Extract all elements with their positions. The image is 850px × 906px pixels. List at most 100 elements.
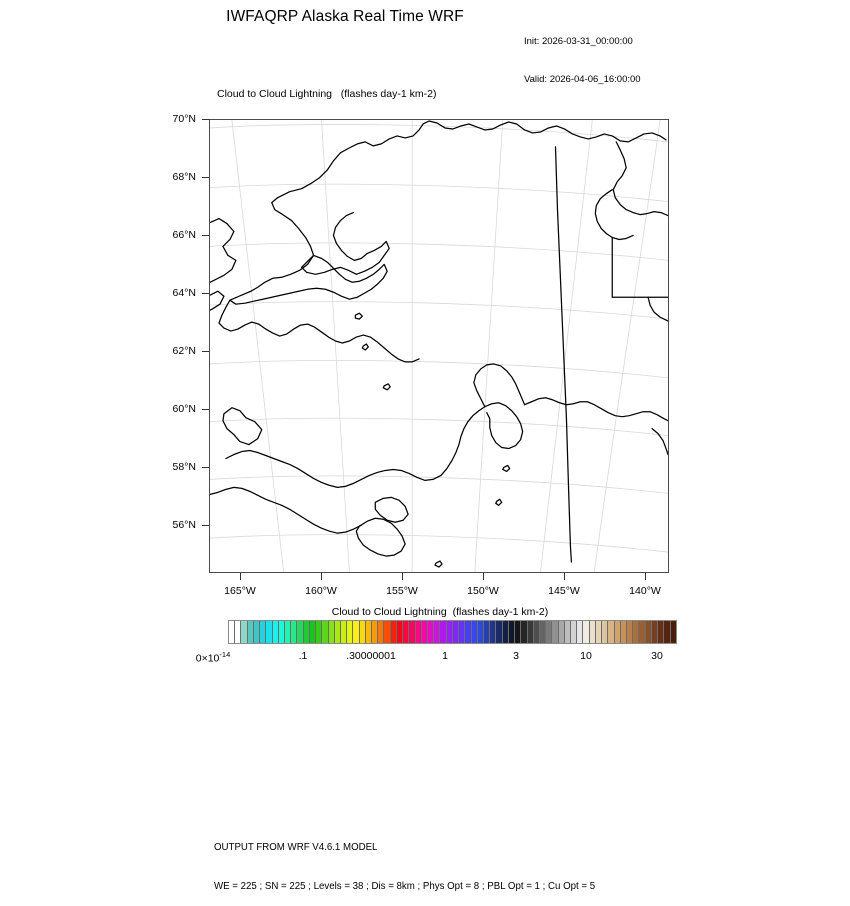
colorbar-swatch [471,621,478,643]
colorbar-swatch [384,621,391,643]
ytick-label-62n: 62°N [172,345,196,357]
ytick-mark [202,409,209,410]
colorbar-swatch [496,621,503,643]
colorbar-label-3: 1 [442,650,448,662]
colorbar-swatch [595,621,603,643]
colorbar-swatch [372,621,379,643]
xtick-label-155w: 155°W [386,585,418,597]
colorbar-swatch [670,621,676,643]
colorbar-swatch [284,621,292,643]
colorbar-swatch [328,621,335,643]
footer-line-2: WE = 225 ; SN = 225 ; Levels = 38 ; Dis … [214,881,596,892]
colorbar-label-0-text: 0×10 [195,652,220,665]
colorbar-swatch [608,621,615,643]
colorbar-swatch [614,621,621,643]
footer-line-1: OUTPUT FROM WRF V4.6.1 MODEL [214,842,378,853]
init-valid-times: Init: 2026-03-31_00:00:00 Valid: 2026-04… [524,11,641,99]
colorbar-swatch [266,621,273,643]
colorbar-swatch [241,621,248,643]
colorbar-swatch [428,621,435,643]
colorbar-swatch [577,621,584,643]
colorbar-swatch [446,621,453,643]
colorbar-swatch [316,621,323,643]
colorbar-label-4: 3 [513,650,519,662]
map-plot-area [209,119,669,573]
xtick-label-160w: 160°W [305,585,337,597]
colorbar-swatch [378,621,385,643]
ytick-mark [202,351,209,352]
init-time-label: Init: 2026-03-31_00:00:00 [524,36,633,47]
colorbar-swatch [347,621,354,643]
colorbar-swatch [353,621,360,643]
colorbar-swatch [508,621,516,643]
colorbar-swatch [253,621,261,643]
colorbar-label-1: .1 [298,650,308,662]
colorbar-label-5: 10 [580,650,592,662]
panel-title: Cloud to Cloud Lightning (flashes day-1 … [217,88,437,100]
ytick-mark [202,467,209,468]
colorbar-swatch [365,621,373,643]
colorbar-swatch [627,621,634,643]
xtick-mark [564,573,565,580]
colorbar-swatch [651,621,659,643]
colorbar-swatch [602,621,609,643]
colorbar-title: Cloud to Cloud Lightning (flashes day-1 … [331,606,549,618]
ytick-mark [202,119,209,120]
colorbar-swatch [620,621,627,643]
ytick-label-64n: 64°N [172,287,196,299]
colorbar-swatch [452,621,460,643]
colorbar-swatch [297,621,304,643]
page-title: IWFAQRP Alaska Real Time WRF [226,8,464,25]
colorbar-swatch [583,621,590,643]
colorbar-swatch [515,621,522,643]
xtick-mark [645,573,646,580]
colorbar-swatch [434,621,441,643]
ytick-label-60n: 60°N [172,403,196,415]
colorbar-swatch [658,621,665,643]
colorbar-swatch [490,621,497,643]
ytick-label-70n: 70°N [172,113,196,125]
coastlines [210,120,668,568]
colorbar-swatch [552,621,559,643]
colorbar-label-0: 0×10-14 [168,650,258,665]
colorbar-label-6: 30 [651,650,663,662]
colorbar-swatch [421,621,428,643]
colorbar-swatch [260,621,267,643]
colorbar[interactable] [228,620,677,644]
xtick-mark [321,573,322,580]
colorbar-swatch [229,621,236,643]
colorbar-swatch [477,621,484,643]
colorbar-swatch [521,621,528,643]
ytick-label-66n: 66°N [172,229,196,241]
colorbar-swatch [633,621,640,643]
ytick-mark [202,235,209,236]
colorbar-swatch [390,621,397,643]
ytick-mark [202,525,209,526]
colorbar-swatch [502,621,509,643]
colorbar-swatch [303,621,310,643]
xtick-label-165w: 165°W [224,585,256,597]
colorbar-swatch [340,621,348,643]
colorbar-swatch [639,621,646,643]
colorbar-swatch [396,621,404,643]
colorbar-swatch [322,621,329,643]
colorbar-swatch [539,621,547,643]
colorbar-label-0-exponent: -14 [219,650,231,659]
xtick-mark [240,573,241,580]
colorbar-swatch [564,621,572,643]
colorbar-swatch [589,621,596,643]
colorbar-swatch [546,621,553,643]
colorbar-swatch [334,621,341,643]
valid-time-label: Valid: 2026-04-06_16:00:00 [524,73,641,85]
colorbar-swatch [403,621,410,643]
colorbar-swatch [235,621,242,643]
colorbar-swatch [359,621,366,643]
colorbar-swatch [291,621,298,643]
colorbar-swatch [409,621,416,643]
colorbar-swatch [247,621,254,643]
colorbar-swatch [459,621,466,643]
ytick-label-68n: 68°N [172,171,196,183]
xtick-mark [483,573,484,580]
colorbar-swatch [571,621,578,643]
colorbar-swatch [527,621,534,643]
